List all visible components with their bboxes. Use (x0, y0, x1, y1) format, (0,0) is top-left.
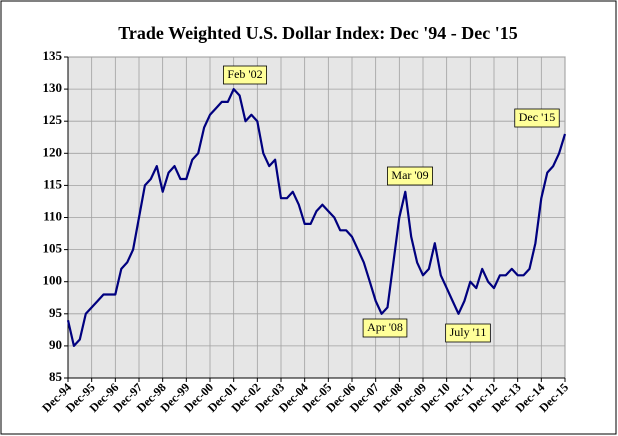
y-tick-label: 85 (49, 369, 63, 384)
annotation-text: Apr '08 (367, 320, 403, 334)
annotation: Apr '08 (362, 318, 408, 338)
annotation: Dec '15 (514, 108, 560, 128)
y-tick-label: 125 (43, 112, 63, 127)
y-tick-label: 95 (49, 305, 63, 320)
annotation-text: July '11 (450, 325, 487, 339)
y-tick-label: 100 (43, 273, 63, 288)
annotation-box (514, 108, 560, 128)
line-series (66, 88, 567, 347)
annotation-text: Dec '15 (519, 110, 555, 124)
annotation-box (223, 65, 267, 85)
y-tick-label: 130 (43, 80, 63, 95)
y-tick-label: 90 (49, 337, 62, 352)
annotation: Mar '09 (387, 166, 433, 186)
y-tick-label: 115 (43, 176, 62, 191)
annotation-text: Feb '02 (227, 67, 262, 81)
annotation: Feb '02 (223, 65, 267, 85)
annotation: July '11 (445, 323, 491, 343)
annotation-text: Mar '09 (391, 168, 428, 182)
y-tick-label: 105 (43, 241, 63, 256)
y-tick-label: 110 (43, 208, 62, 223)
y-tick-label: 120 (43, 144, 63, 159)
chart-title: Trade Weighted U.S. Dollar Index: Dec '9… (118, 23, 517, 43)
annotation-box (387, 166, 433, 186)
y-tick-label: 135 (43, 48, 63, 63)
annotation-box (362, 318, 408, 338)
annotation-box (445, 323, 491, 343)
